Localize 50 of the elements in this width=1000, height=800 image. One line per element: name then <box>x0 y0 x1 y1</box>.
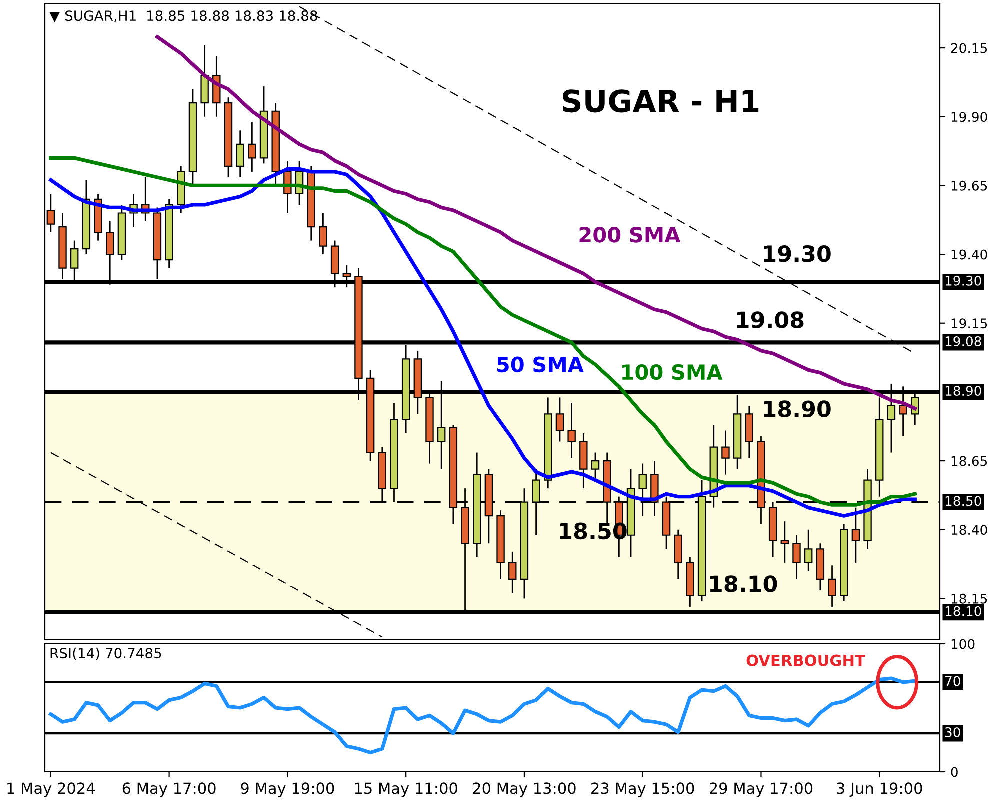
annotation: 19.08 <box>737 312 804 328</box>
x-tick-label: 23 May 15:00 <box>592 782 694 798</box>
chart-subtitle: RSI(14) 70.7485 <box>50 648 162 660</box>
candlestick <box>722 430 730 476</box>
y-tick-label: 18.40 <box>952 525 988 536</box>
line-series <box>49 676 917 755</box>
candlestick <box>319 212 328 256</box>
candlestick <box>591 452 600 482</box>
series-label: 50 SMA <box>497 356 584 373</box>
x-tick-label: 3 Jun 19:00 <box>837 782 922 798</box>
text: SUGAR - H1 <box>563 90 759 113</box>
ref-line-label: 19.30 <box>946 276 982 286</box>
chart-subtitle: ▼ SUGAR,H1 18.85 18.88 18.83 18.88 <box>50 10 318 23</box>
candlestick <box>248 122 256 173</box>
y-tick-label: 18.15 <box>952 594 988 604</box>
x-tick-label: 9 May 19:00 <box>241 782 334 798</box>
candlestick <box>828 564 836 608</box>
y-tick-label: 19.15 <box>952 318 988 329</box>
candlestick <box>792 534 801 580</box>
y-tick-label: 19.90 <box>952 112 988 122</box>
y-tick-label: 0 <box>951 767 958 778</box>
candlestick <box>780 520 790 564</box>
annotation: 19.30 <box>764 245 831 262</box>
x-tick-label: 15 May 11:00 <box>355 782 458 798</box>
y-tick-label: 100 <box>952 639 975 650</box>
annotation: 18.10 <box>710 576 778 592</box>
candlestick <box>236 130 244 178</box>
x-tick-label: 20 May 13:00 <box>473 782 576 798</box>
annotation: OVERBOUGHT <box>746 654 866 666</box>
candlestick <box>852 507 860 564</box>
y-tick-label: 19.65 <box>952 180 988 191</box>
x-tick-label: 6 May 17:00 <box>122 782 216 798</box>
series-label: 200 SMA <box>580 227 681 243</box>
ref-line-label: 18.10 <box>946 606 982 616</box>
x-tick-label: 29 May 17:00 <box>710 782 813 798</box>
ref-line-label: 70 <box>946 676 960 686</box>
x-tick-label: 1 May 2024 <box>8 782 96 798</box>
y-tick-label: 18.65 <box>952 456 988 466</box>
y-tick-label: 20.15 <box>951 43 988 54</box>
candlestick <box>804 529 813 572</box>
candlestick <box>508 551 517 594</box>
series-label: 100 SMA <box>622 364 723 380</box>
annotation: 18.90 <box>764 400 831 418</box>
candlestick <box>568 402 576 459</box>
y-tick-label: 19.40 <box>952 250 988 260</box>
candlestick <box>556 397 564 442</box>
ref-line-label: 18.90 <box>946 386 982 396</box>
ref-line-label: 30 <box>945 727 960 738</box>
ref-line-label: 18.50 <box>946 496 982 506</box>
ref-line-label: 19.08 <box>946 336 982 346</box>
